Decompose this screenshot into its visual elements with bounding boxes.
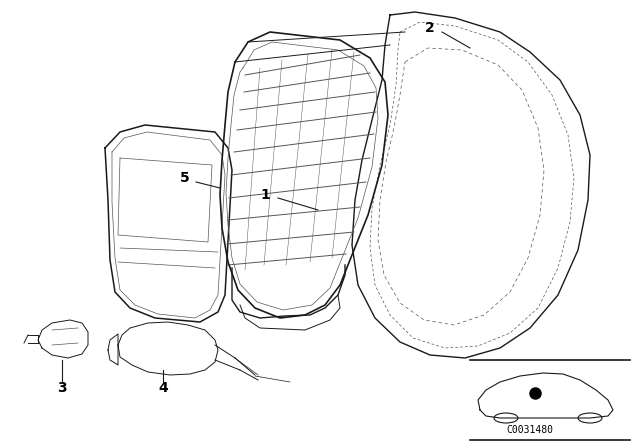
Text: 4: 4: [158, 381, 168, 395]
Text: 2: 2: [425, 21, 435, 35]
Text: C0031480: C0031480: [506, 425, 554, 435]
Text: 1: 1: [260, 188, 270, 202]
Text: 5: 5: [180, 171, 190, 185]
Text: 3: 3: [57, 381, 67, 395]
